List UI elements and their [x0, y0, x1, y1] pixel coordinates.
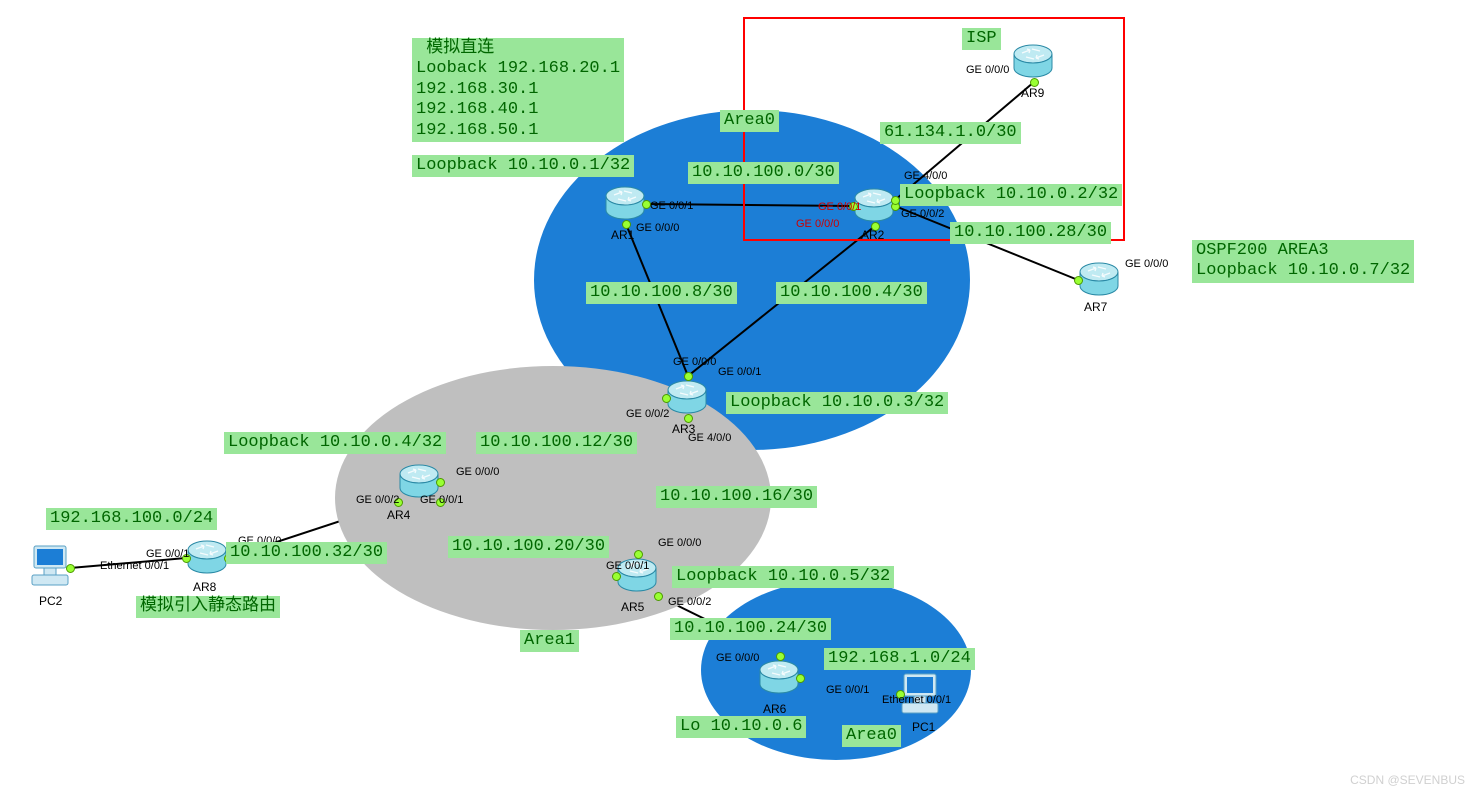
info-box: 模拟直连 Looback 192.168.20.1 192.168.30.1 1… [412, 38, 624, 142]
ar1-ge000: GE 0/0/0 [636, 222, 679, 234]
area-label-area1: Area1 [520, 630, 579, 652]
port-dot [662, 394, 671, 403]
ar2-ge002: GE 0/0/2 [901, 208, 944, 220]
port-dot [776, 652, 785, 661]
pc2-net: 192.168.100.0/24 [46, 508, 217, 530]
port-dot [66, 564, 75, 573]
router-AR9[interactable] [1012, 40, 1054, 82]
net-ar2-ar7: 10.10.100.28/30 [950, 222, 1111, 244]
port-dot [891, 196, 900, 205]
net-ar1-ar2: 10.10.100.0/30 [688, 162, 839, 184]
ar8-ge001: GE 0/0/1 [146, 548, 189, 560]
watermark: CSDN @SEVENBUS [1350, 773, 1465, 787]
router-AR3[interactable] [666, 376, 708, 418]
ar6-ge000: GE 0/0/0 [716, 652, 759, 664]
ar3-ge000: GE 0/0/0 [673, 356, 716, 368]
ar4-ge001: GE 0/0/1 [420, 494, 463, 506]
ar3-ge002: GE 0/0/2 [626, 408, 669, 420]
ar2-loopback: Loopback 10.10.0.2/32 [900, 184, 1122, 206]
ar5-loopback: Loopback 10.10.0.5/32 [672, 566, 894, 588]
ar6-loopback: Lo 10.10.0.6 [676, 716, 806, 738]
ar5-ge002: GE 0/0/2 [668, 596, 711, 608]
ar2-ge001: GE 0/0/1 [818, 201, 861, 213]
ar7-info: OSPF200 AREA3 Loopback 10.10.0.7/32 [1192, 240, 1414, 283]
port-dot [634, 550, 643, 559]
port-dot [436, 478, 445, 487]
area-label-area0-top: Area0 [720, 110, 779, 132]
isp-label: ISP [962, 28, 1001, 50]
pc1-net: 192.168.1.0/24 [824, 648, 975, 670]
router-AR7[interactable] [1078, 258, 1120, 300]
net-ar4-ar5: 10.10.100.20/30 [448, 536, 609, 558]
port-dot [684, 372, 693, 381]
port-dot [796, 674, 805, 683]
port-dot [1074, 276, 1083, 285]
ar4-ge000: GE 0/0/0 [456, 466, 499, 478]
ar7-ge000: GE 0/0/0 [1125, 258, 1168, 270]
ar3-ge001: GE 0/0/1 [718, 366, 761, 378]
ar5-ge000: GE 0/0/0 [658, 537, 701, 549]
ar1-loopback: Loopback 10.10.0.1/32 [412, 155, 634, 177]
router-label-AR4: AR4 [387, 508, 410, 522]
pc1-eth: Ethernet 0/0/1 [882, 694, 951, 706]
ar9-ge000: GE 0/0/0 [966, 64, 1009, 76]
ar4-loopback: Loopback 10.10.0.4/32 [224, 432, 446, 454]
net-ar4-ar8: 10.10.100.32/30 [226, 542, 387, 564]
pc-label-PC2: PC2 [39, 594, 62, 608]
router-AR8[interactable] [186, 536, 228, 578]
net-ar3-ar5: 10.10.100.16/30 [656, 486, 817, 508]
pc2-eth: Ethernet 0/0/1 [100, 560, 169, 572]
area-label-area0-bottom: Area0 [842, 725, 901, 747]
router-label-AR7: AR7 [1084, 300, 1107, 314]
pc-label-PC1: PC1 [912, 720, 935, 734]
net-ar1-ar3: 10.10.100.8/30 [586, 282, 737, 304]
router-label-AR6: AR6 [763, 702, 786, 716]
ar3-ge400: GE 4/0/0 [688, 432, 731, 444]
ar4-ge002: GE 0/0/2 [356, 494, 399, 506]
ar2-ge000b: GE 0/0/0 [796, 218, 839, 230]
ar2-ge400: GE 4/0/0 [904, 170, 947, 182]
router-label-AR2: AR2 [861, 228, 884, 242]
router-label-AR1: AR1 [611, 228, 634, 242]
router-AR6[interactable] [758, 656, 800, 698]
port-dot [654, 592, 663, 601]
ar6-ge001: GE 0/0/1 [826, 684, 869, 696]
ar3-loopback: Loopback 10.10.0.3/32 [726, 392, 948, 414]
router-label-AR9: AR9 [1021, 86, 1044, 100]
router-AR1[interactable] [604, 182, 646, 224]
ar5-ge001: GE 0/0/1 [606, 560, 649, 572]
ar1-ge001: GE 0/0/1 [650, 200, 693, 212]
port-dot [612, 572, 621, 581]
router-label-AR5: AR5 [621, 600, 644, 614]
net-ar3-ar4: 10.10.100.12/30 [476, 432, 637, 454]
net-ar2-ar9: 61.134.1.0/30 [880, 122, 1021, 144]
pc-PC2[interactable] [30, 544, 70, 590]
net-ar5-ar6: 10.10.100.24/30 [670, 618, 831, 640]
static-route: 模拟引入静态路由 [136, 596, 280, 618]
router-label-AR8: AR8 [193, 580, 216, 594]
net-ar2-ar3: 10.10.100.4/30 [776, 282, 927, 304]
